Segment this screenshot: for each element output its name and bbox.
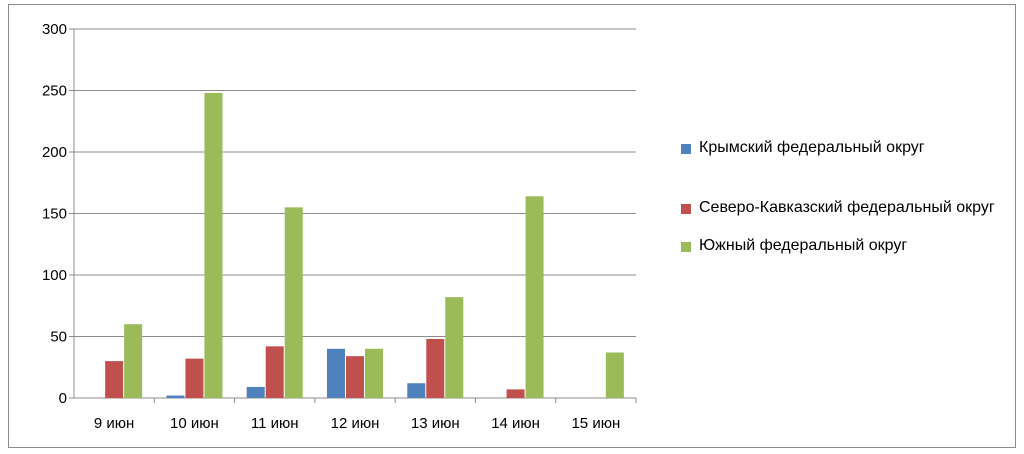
y-tick-label: 200 bbox=[42, 144, 67, 161]
bar-crimea bbox=[246, 386, 265, 398]
x-tick-label: 11 июн bbox=[251, 415, 299, 432]
bar-south bbox=[605, 352, 624, 398]
bar-north-caucasus bbox=[265, 346, 284, 398]
y-tick-label: 0 bbox=[59, 390, 67, 407]
x-tick-label: 12 июн bbox=[331, 415, 380, 432]
y-tick-label: 250 bbox=[42, 83, 67, 100]
y-tick-label: 300 bbox=[42, 21, 67, 38]
legend-swatch-crimea bbox=[681, 144, 691, 154]
legend-item-north-caucasus: Северо-Кавказский федеральный округ bbox=[681, 197, 1019, 219]
bar-south bbox=[124, 324, 143, 398]
bar-crimea bbox=[407, 383, 426, 398]
bar-north-caucasus bbox=[426, 338, 445, 398]
bar-south bbox=[445, 297, 464, 398]
y-tick-label: 50 bbox=[50, 329, 67, 346]
legend-label-north-caucasus: Северо-Кавказский федеральный округ bbox=[699, 199, 995, 216]
bar-south bbox=[204, 92, 223, 399]
y-tick-label: 150 bbox=[42, 206, 67, 223]
bar-south bbox=[525, 196, 544, 398]
legend: Крымский федеральный округ Северо-Кавказ… bbox=[681, 137, 1021, 257]
bar-north-caucasus bbox=[185, 358, 204, 398]
legend-item-crimea: Крымский федеральный округ bbox=[681, 137, 1021, 159]
bar-chart: 0 50 100 150 200 250 300 9 июн 10 июн 11 июн 12 ию… bbox=[42, 21, 637, 432]
legend-label-south: Южный федеральный округ bbox=[699, 237, 908, 254]
y-tick-label: 100 bbox=[42, 267, 67, 284]
legend-swatch-north-caucasus bbox=[681, 204, 691, 214]
legend-swatch-south bbox=[681, 242, 691, 252]
x-tick-label: 13 июн bbox=[411, 415, 460, 432]
bar-south bbox=[284, 207, 303, 398]
bar-crimea bbox=[327, 348, 345, 398]
chart-frame: 0 50 100 150 200 250 300 9 июн 10 июн 11 июн 12 ию… bbox=[8, 4, 1016, 448]
x-tick-label: 14 июн bbox=[491, 415, 540, 432]
legend-item-south: Южный федеральный округ bbox=[681, 235, 1021, 257]
bar-north-caucasus bbox=[506, 389, 525, 398]
bar-crimea bbox=[166, 395, 185, 398]
x-tick-label: 10 июн bbox=[170, 415, 219, 432]
bar-north-caucasus bbox=[105, 361, 124, 398]
bar-south bbox=[365, 348, 383, 398]
x-tick-label: 15 июн bbox=[571, 415, 620, 432]
legend-label-crimea: Крымский федеральный округ bbox=[699, 139, 925, 156]
x-tick-label: 9 июн bbox=[94, 415, 134, 432]
bar-north-caucasus bbox=[346, 356, 364, 398]
